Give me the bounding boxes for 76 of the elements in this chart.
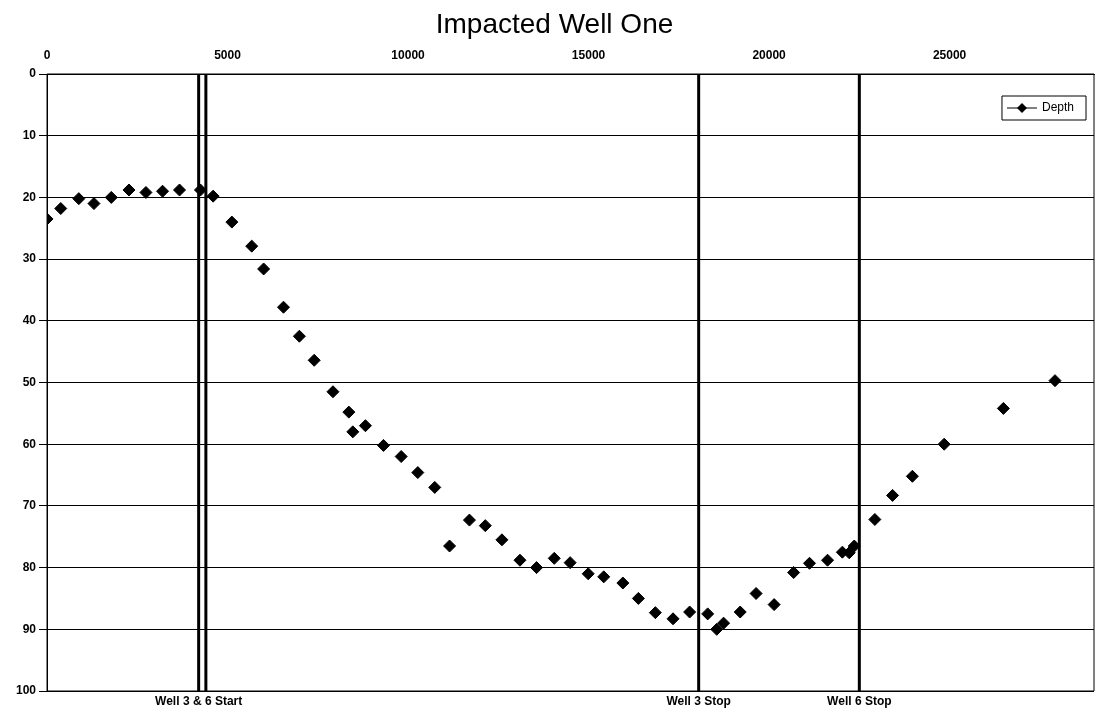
y-tick-label: 10 bbox=[22, 128, 37, 143]
point bbox=[581, 567, 595, 581]
point bbox=[342, 405, 356, 419]
point bbox=[666, 612, 680, 626]
y-tick-label: 80 bbox=[22, 559, 37, 574]
y-tick-label: 20 bbox=[22, 189, 37, 204]
point bbox=[156, 184, 170, 198]
point bbox=[394, 450, 408, 464]
x-tick-label: 20000 bbox=[752, 48, 787, 63]
point bbox=[710, 622, 724, 636]
x-tick-label: 0 bbox=[43, 48, 51, 63]
point bbox=[937, 437, 951, 451]
point bbox=[821, 553, 835, 567]
x-tick-label: 25000 bbox=[932, 48, 967, 63]
point bbox=[530, 561, 544, 575]
point bbox=[428, 480, 442, 494]
point bbox=[206, 189, 220, 203]
point bbox=[377, 438, 390, 452]
point bbox=[307, 353, 321, 367]
point bbox=[326, 385, 340, 399]
point bbox=[701, 607, 715, 621]
point bbox=[1048, 374, 1062, 388]
y-tick-label: 50 bbox=[22, 374, 37, 389]
ref-line-label: Well 6 Stop bbox=[827, 694, 892, 709]
point bbox=[495, 533, 509, 547]
point bbox=[717, 616, 731, 630]
y-tick-label: 40 bbox=[22, 313, 37, 328]
point bbox=[868, 512, 882, 526]
point bbox=[631, 591, 645, 605]
point bbox=[547, 551, 561, 565]
y-tick-label: 30 bbox=[22, 251, 37, 266]
point bbox=[122, 183, 136, 197]
point bbox=[443, 539, 457, 553]
x-tick-label: 15000 bbox=[571, 48, 606, 63]
point bbox=[139, 185, 153, 199]
point bbox=[648, 606, 662, 620]
x-tick-label: 5000 bbox=[214, 48, 242, 63]
point bbox=[257, 262, 271, 276]
point bbox=[173, 183, 187, 197]
point bbox=[563, 556, 577, 570]
point bbox=[905, 469, 919, 483]
y-tick-label: 90 bbox=[22, 621, 37, 636]
point bbox=[803, 556, 817, 570]
point bbox=[597, 570, 611, 584]
y-tick-label: 100 bbox=[15, 683, 37, 698]
y-tick-label: 0 bbox=[29, 66, 37, 81]
y-tick-label: 60 bbox=[22, 436, 37, 451]
point bbox=[513, 553, 527, 567]
point bbox=[847, 539, 861, 553]
point bbox=[245, 239, 259, 253]
point bbox=[462, 513, 476, 527]
point bbox=[346, 425, 360, 439]
point bbox=[616, 576, 630, 590]
point bbox=[72, 192, 86, 206]
legend-label: Depth bbox=[1041, 100, 1075, 115]
point bbox=[733, 605, 747, 619]
ref-line-label: Well 3 Stop bbox=[666, 694, 731, 709]
point bbox=[749, 587, 763, 601]
point bbox=[767, 598, 781, 612]
point bbox=[411, 466, 425, 480]
point bbox=[54, 202, 68, 216]
point bbox=[358, 419, 372, 433]
point bbox=[292, 329, 306, 343]
point bbox=[87, 197, 101, 211]
chart-title: Impacted Well One bbox=[435, 7, 674, 39]
point bbox=[886, 488, 900, 502]
point bbox=[104, 190, 118, 204]
x-tick-label: 10000 bbox=[391, 48, 426, 63]
ref-line-label: Well 3 & 6 Start bbox=[155, 694, 243, 709]
point bbox=[225, 215, 239, 229]
y-tick-label: 70 bbox=[22, 498, 37, 513]
point bbox=[787, 566, 801, 580]
point bbox=[996, 401, 1010, 415]
point bbox=[683, 605, 697, 619]
point bbox=[276, 300, 290, 314]
point bbox=[478, 519, 492, 533]
